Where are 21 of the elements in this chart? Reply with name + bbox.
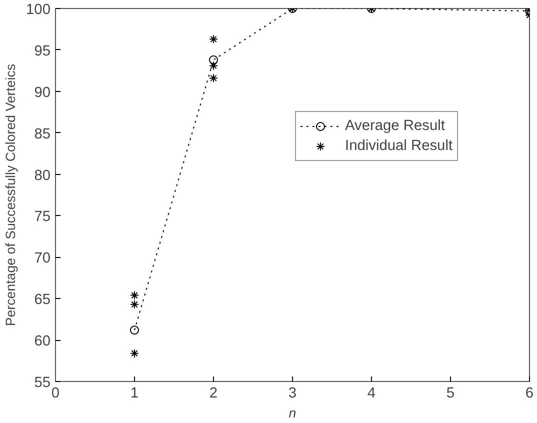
legend-label: Average Result xyxy=(345,118,445,134)
y-tick-label: 65 xyxy=(34,292,51,308)
y-tick-label: 70 xyxy=(34,250,51,267)
x-tick-label: 0 xyxy=(51,386,60,402)
x-axis-title: n xyxy=(288,406,296,420)
y-tick-label: 60 xyxy=(34,334,51,350)
x-tick-label: 2 xyxy=(209,386,218,402)
y-tick-label: 90 xyxy=(34,84,51,101)
x-tick-label: 4 xyxy=(367,386,376,402)
y-tick-label: 100 xyxy=(26,2,51,18)
y-tick-label: 55 xyxy=(34,375,51,391)
x-tick-label: 3 xyxy=(288,386,297,402)
y-tick-label: 80 xyxy=(34,168,51,184)
y-tick-label: 75 xyxy=(34,209,51,226)
x-tick-label: 1 xyxy=(130,386,139,402)
legend-label: Individual Result xyxy=(345,138,453,154)
y-tick-label: 85 xyxy=(34,126,51,142)
x-tick-label: 6 xyxy=(525,386,534,402)
y-tick-label: 95 xyxy=(34,43,51,60)
x-tick-label: 5 xyxy=(446,386,455,402)
y-axis-title: Percentage of Successfully Colored Verteics xyxy=(3,64,18,326)
